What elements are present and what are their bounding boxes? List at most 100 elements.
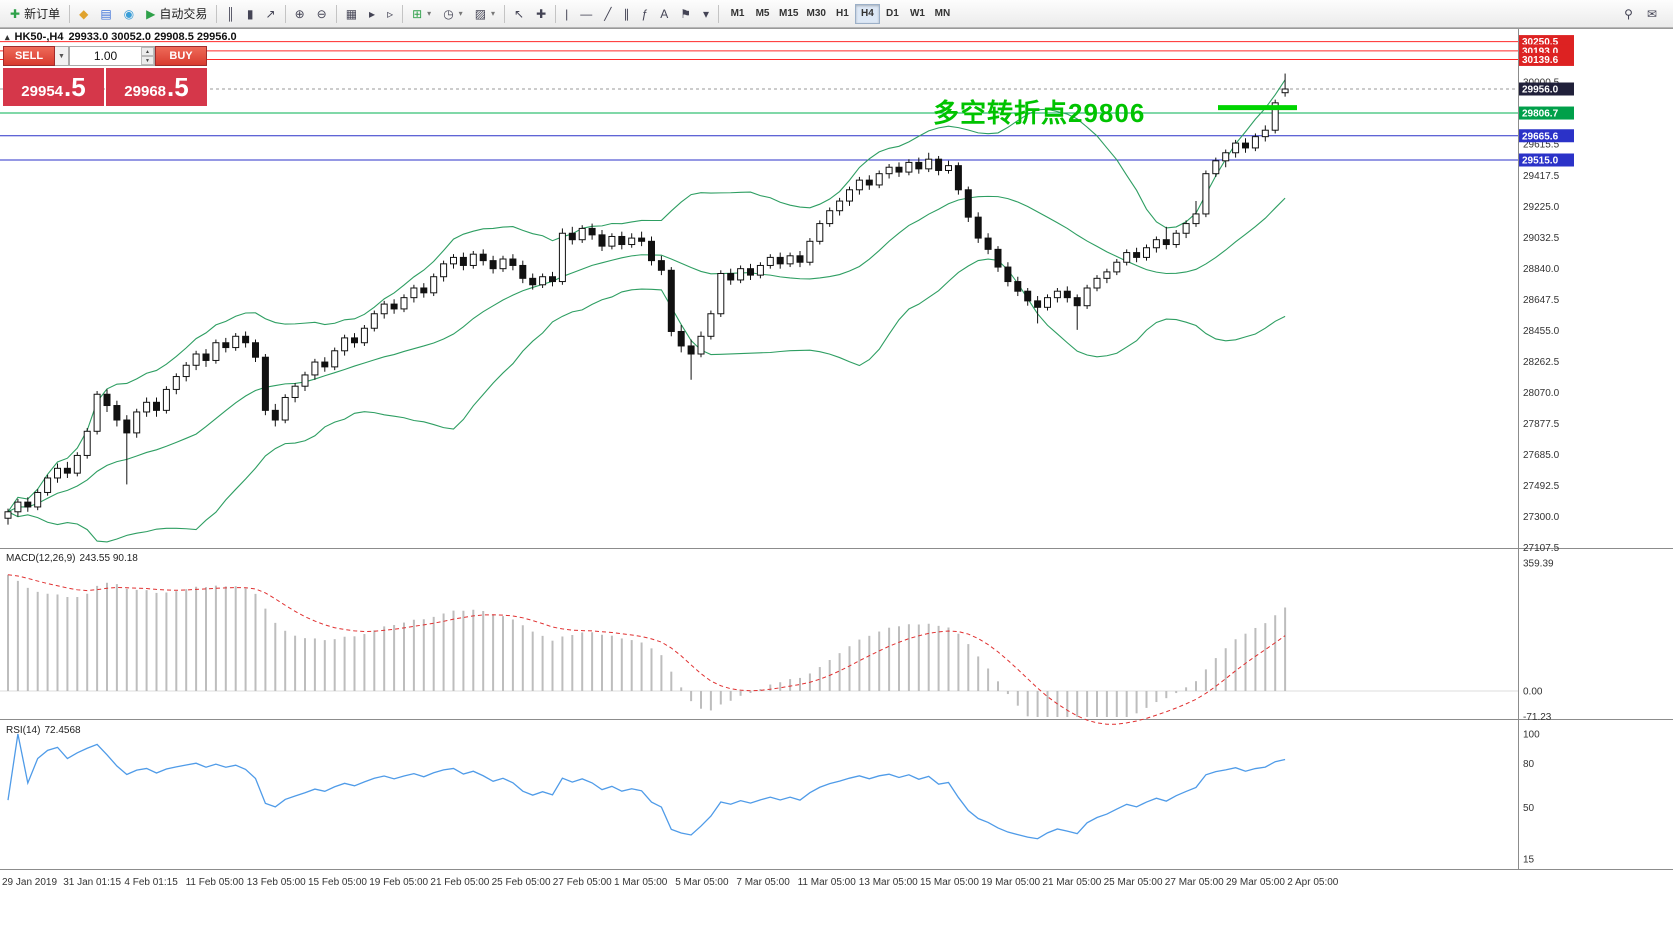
candle-body (430, 276, 438, 294)
candle-body (252, 342, 259, 358)
timeframe-d1[interactable]: D1 (880, 4, 905, 24)
text-icon[interactable]: A (654, 3, 674, 24)
macd-axis-label: 359.39 (1523, 559, 1554, 570)
rsi-axis-label: 50 (1523, 803, 1535, 814)
crosshair-icon[interactable]: ✚ (530, 3, 552, 24)
market-depth-icon-glyph: ▤ (100, 6, 112, 21)
chart-symbol-icon: ▴ (5, 31, 10, 42)
market-depth-icon[interactable]: ▤ (94, 3, 117, 24)
macd-values: 243.55 90.18 (79, 553, 138, 564)
price-tag-box (1519, 106, 1574, 120)
fibonacci-icon[interactable]: ƒ (636, 3, 655, 24)
candlestick-mode-icon[interactable]: ▮ (241, 3, 260, 24)
candle-body (628, 237, 636, 246)
arrow-objects-icon[interactable]: ⚑ (674, 3, 697, 24)
time-axis-label: 4 Feb 01:15 (124, 877, 178, 888)
timeframe-m15[interactable]: M15 (775, 4, 802, 24)
macd-axis-label: -71.23 (1523, 712, 1552, 723)
trendline-icon[interactable]: ╱ (598, 3, 617, 24)
auto-scroll-icon[interactable]: ▸ (363, 3, 381, 24)
buy-button[interactable]: BUY (155, 46, 207, 66)
timeframe-w1[interactable]: W1 (905, 4, 930, 24)
new-order-button[interactable]: ✚ 新订单 (4, 3, 66, 24)
sell-price[interactable]: 29954.5 (3, 68, 104, 106)
candle-body (766, 256, 774, 266)
candle-body (14, 501, 22, 513)
rsi-line (7, 733, 1286, 840)
time-axis-label: 21 Mar 05:00 (1042, 877, 1101, 888)
periods-icon-dropdown[interactable]: ▾ (458, 9, 463, 18)
candle-body (667, 269, 675, 332)
candle-body (687, 345, 695, 355)
objects-dropdown-icon[interactable]: ▾ (697, 3, 715, 24)
zoom-out-icon[interactable]: ⊖ (311, 3, 333, 24)
bollinger-line (7, 258, 1286, 543)
timeframe-m30[interactable]: M30 (802, 4, 829, 24)
candle-body (291, 385, 299, 398)
timeframe-h4[interactable]: H4 (854, 3, 880, 24)
cursor-icon[interactable]: ↖ (508, 3, 530, 24)
bar-chart-mode-icon-glyph: ║ (226, 6, 235, 21)
periods-icon[interactable]: ◷ ▾ (437, 3, 469, 24)
crosshair-icon-glyph: ✚ (536, 6, 547, 21)
candle-body (1053, 290, 1061, 299)
candle-body (539, 276, 547, 286)
macd-axis-label: 0.00 (1523, 687, 1543, 698)
community-icon-glyph: ◆ (79, 6, 89, 21)
volume-input[interactable] (70, 47, 141, 65)
zoom-out-icon-glyph: ⊖ (316, 6, 327, 21)
indicators-icon[interactable]: ⊞ ▾ (406, 3, 437, 24)
time-axis-label: 19 Feb 05:00 (369, 877, 428, 888)
tile-windows-icon[interactable]: ▦ (340, 3, 363, 24)
candle-body (143, 401, 151, 413)
volume-decrease-button[interactable]: ▼ (141, 56, 154, 65)
new-order-button-label: 新订单 (24, 7, 61, 21)
bar-chart-mode-icon[interactable]: ║ (220, 3, 241, 24)
autotrading-button-label: 自动交易 (159, 7, 208, 21)
macd-name: MACD(12,26,9) (6, 553, 76, 564)
alerts-icon[interactable]: ◉ (118, 3, 140, 24)
line-chart-mode-icon[interactable]: ↗ (260, 3, 282, 24)
candle-body (469, 253, 477, 266)
candle-body (954, 165, 962, 191)
buy-price[interactable]: 29968.5 (106, 68, 207, 106)
search-icon[interactable]: ⚲ (1618, 3, 1639, 24)
autotrading-button[interactable]: ▶ 自动交易 (140, 3, 213, 24)
auto-scroll-icon-glyph: ▸ (369, 6, 376, 21)
volume-increase-button[interactable]: ▲ (141, 47, 154, 56)
price-axis-label: 28070.0 (1523, 388, 1560, 399)
price-chart[interactable]: 30000.529615.529417.529225.029032.528840… (0, 29, 1673, 947)
timeframe-h1[interactable]: H1 (830, 4, 855, 24)
candle-body (568, 232, 576, 241)
channel-icon[interactable]: ∥ (618, 3, 636, 24)
chat-icon[interactable]: ✉ (1641, 3, 1663, 24)
candle-body (598, 234, 606, 247)
candle-body (162, 388, 170, 411)
templates-icon-dropdown[interactable]: ▾ (491, 9, 496, 18)
chart-shift-icon[interactable]: ▹ (381, 3, 399, 24)
community-icon[interactable]: ◆ (73, 3, 94, 24)
candle-body (182, 364, 190, 378)
chart-title: ▴ HK50-,H4 29933.0 30052.0 29908.5 29956… (5, 31, 237, 43)
arrow-objects-icon-glyph: ⚑ (680, 6, 691, 21)
rsi-axis-label: 15 (1523, 854, 1535, 865)
time-axis-label: 29 Mar 05:00 (1226, 877, 1285, 888)
price-tag-label: 29665.6 (1522, 131, 1559, 142)
indicators-icon-dropdown[interactable]: ▾ (427, 9, 432, 18)
horizontal-line-icon-glyph: — (580, 6, 593, 21)
candle-body (509, 258, 517, 266)
timeframe-m1[interactable]: M1 (725, 4, 750, 24)
candle-body (707, 313, 715, 337)
trade-options-dropdown[interactable]: ▼ (55, 46, 69, 66)
templates-icon[interactable]: ▨ ▾ (469, 3, 501, 24)
candle-body (450, 256, 457, 265)
zoom-in-icon[interactable]: ⊕ (289, 3, 311, 24)
timeframe-mn[interactable]: MN (930, 4, 955, 24)
timeframe-m5[interactable]: M5 (750, 4, 775, 24)
candle-body (341, 337, 349, 352)
vertical-line-icon[interactable]: | (559, 3, 574, 24)
volume-steppers: ▲ ▼ (141, 47, 154, 65)
horizontal-line-icon[interactable]: — (574, 3, 598, 24)
sell-button[interactable]: SELL (3, 46, 55, 66)
time-axis-label: 13 Mar 05:00 (859, 877, 918, 888)
